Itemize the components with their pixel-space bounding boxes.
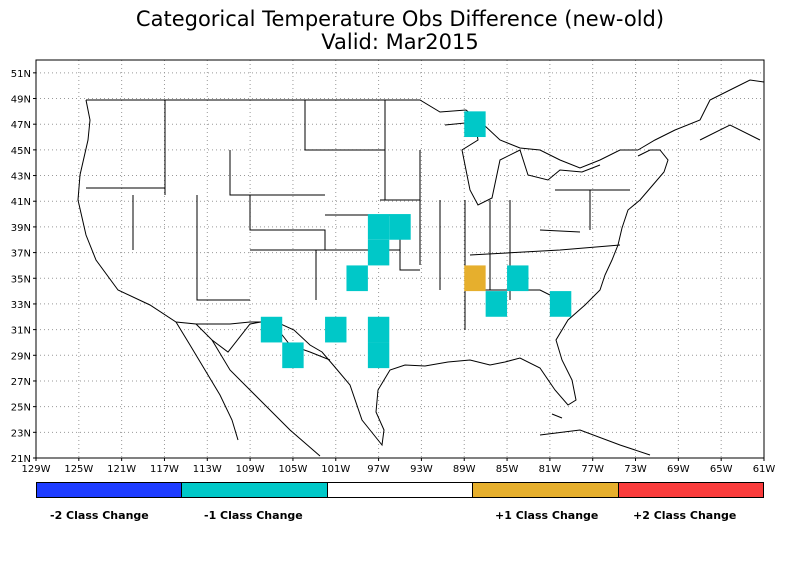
grid-lines [33,60,765,461]
latitude-label: 39N [11,223,31,234]
latitude-label: 47N [11,120,31,131]
legend-label-minus2: -2 Class Change [50,509,149,522]
longitude-label: 65W [710,464,733,475]
latitude-label: 23N [11,428,31,439]
legend-swatch-neutral [327,483,474,497]
great-lakes [444,121,601,206]
cool-change-cell [507,265,529,292]
legend-label-minus1: -1 Class Change [204,509,303,522]
us-coastline-outline [77,99,669,447]
map-valid-date: Valid: Mar2015 [321,30,479,54]
category-cells [260,111,572,369]
latitude-label: 41N [11,197,31,208]
cool-change-cell [389,214,411,240]
state-lines-east [470,189,630,301]
cool-change-cell [260,316,283,343]
longitude-label: 81W [539,464,562,475]
cool-change-cell [367,316,390,343]
longitude-label: 117W [150,464,179,475]
cool-change-cell [325,316,347,343]
cool-change-cell [282,342,304,369]
latitude-label: 29N [11,351,31,362]
nova-scotia [699,124,761,141]
legend-label-plus1: +1 Class Change [495,509,599,522]
latitude-label: 25N [11,403,31,414]
latitude-label: 49N [11,95,31,106]
cool-change-cell [346,265,368,292]
cuba-outline [539,429,651,456]
latitude-label: 27N [11,377,31,388]
legend-swatch-plus1 [473,483,619,497]
cool-change-cell [367,239,390,266]
longitude-label: 61W [753,464,776,475]
longitude-label: 125W [64,464,93,475]
longitude-label: 113W [193,464,222,475]
longitude-label: 121W [107,464,136,475]
state-lines-west [86,100,385,301]
canada-coast [637,79,765,151]
legend-swatch-plus2 [618,483,764,497]
latitude-label: 51N [11,69,31,80]
longitude-label: 69W [667,464,690,475]
baja-peninsula [175,321,239,441]
cool-change-cell [367,342,390,369]
longitude-labels: 129W 125W 121W 117W 113W 109W 105W 101W 97W 93W 89… [22,464,776,475]
map-frame [35,59,765,459]
longitude-label: 109W [236,464,265,475]
longitude-label: 97W [367,464,390,475]
warm-change-cell [464,265,486,292]
cool-change-cell [367,214,390,240]
longitude-label: 77W [581,464,604,475]
latitude-label: 33N [11,300,31,311]
longitude-label: 93W [410,464,433,475]
longitude-label: 73W [624,464,647,475]
latitude-label: 45N [11,146,31,157]
cool-change-cell [485,291,508,317]
latitude-labels: 21N 23N 25N 27N 29N 31N 33N 35N 37N 39N 41N 43N 45N 4… [11,69,31,465]
latitude-label: 35N [11,274,31,285]
us-canada-border [86,99,638,169]
legend-label-plus2: +2 Class Change [633,509,737,522]
cool-change-cell [549,291,572,317]
latitude-label: 37N [11,249,31,260]
cool-change-cell [464,111,486,138]
legend-swatch-minus1 [182,483,328,497]
florida-keys [551,413,563,419]
longitude-label: 105W [278,464,307,475]
latitude-label: 31N [11,326,31,337]
latitude-label: 43N [11,172,31,183]
longitude-label: 101W [321,464,350,475]
legend-swatch-minus2 [37,483,183,497]
map-title: Categorical Temperature Obs Difference (… [135,7,665,31]
mexico-mainland [211,339,321,457]
longitude-label: 129W [22,464,51,475]
longitude-label: 85W [496,464,519,475]
longitude-label: 89W [453,464,476,475]
latitude-label: 21N [11,454,31,465]
legend-colorbar [36,482,764,498]
